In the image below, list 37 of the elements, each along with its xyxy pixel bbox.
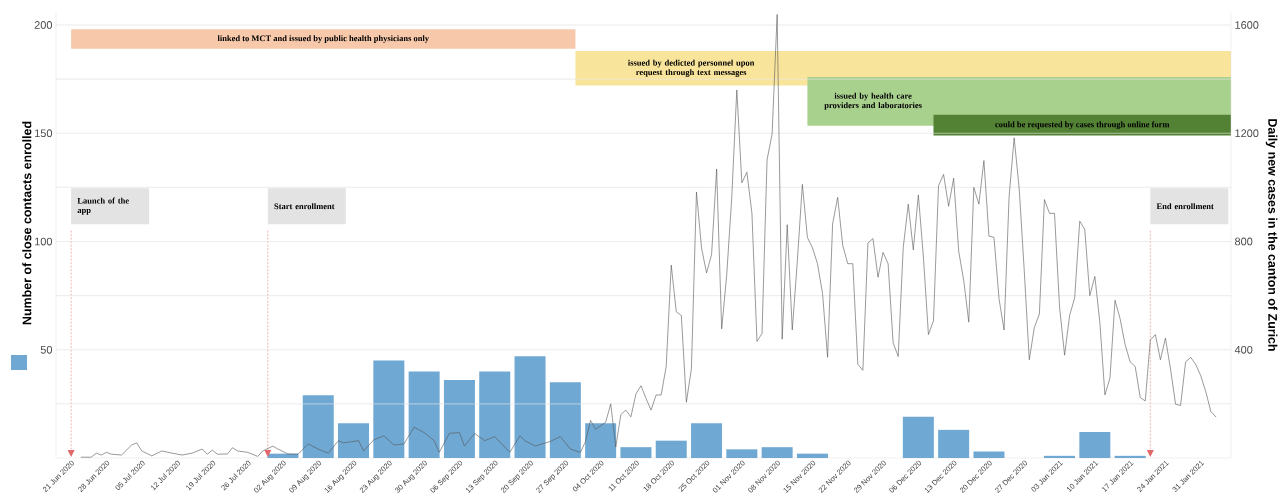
y2-tick-label: 1600 bbox=[1235, 21, 1259, 29]
ref-line-label: Start enrollment bbox=[274, 203, 335, 210]
y2-axis-title: Daily new cases in the canton of Zurich bbox=[1265, 119, 1278, 351]
bar bbox=[373, 360, 405, 458]
band-label: issued by health care providers and laboratories bbox=[824, 92, 922, 110]
ref-line-label: Launch of the app bbox=[77, 197, 129, 215]
y2-tick-label: 800 bbox=[1235, 237, 1253, 246]
band-label: could be requested by cases through online form bbox=[995, 121, 1170, 130]
bar bbox=[585, 423, 617, 458]
y-tick-label: 200 bbox=[34, 21, 53, 29]
band-label: issued by dedicted personnel upon request through text messages bbox=[628, 59, 755, 77]
bar bbox=[938, 429, 970, 458]
bar bbox=[302, 395, 334, 458]
bar bbox=[514, 356, 546, 458]
y-tick-label: 150 bbox=[35, 129, 53, 138]
bar bbox=[408, 371, 440, 458]
bar bbox=[655, 440, 687, 458]
ref-line-label: End enrollment bbox=[1156, 203, 1214, 210]
y-tick-label: 100 bbox=[35, 237, 53, 246]
y-axis-title: Number of close contacts enrolled bbox=[22, 121, 32, 325]
y2-tick-label: 1200 bbox=[1235, 129, 1259, 138]
y-tick-label: 50 bbox=[40, 345, 53, 354]
bar bbox=[620, 447, 652, 458]
bar bbox=[443, 380, 475, 458]
bar bbox=[761, 447, 793, 458]
bar bbox=[973, 451, 1005, 458]
bar bbox=[1044, 455, 1076, 458]
band-label: linked to MCT and issued by public health physicians only bbox=[217, 35, 429, 43]
y2-tick-label: 400 bbox=[1234, 345, 1253, 354]
bar bbox=[691, 423, 723, 458]
bar bbox=[1079, 432, 1111, 458]
bar bbox=[549, 382, 581, 458]
bar bbox=[338, 423, 370, 458]
bar bbox=[796, 453, 828, 458]
bar bbox=[479, 371, 511, 458]
bar bbox=[726, 449, 758, 458]
bar bbox=[902, 416, 934, 458]
